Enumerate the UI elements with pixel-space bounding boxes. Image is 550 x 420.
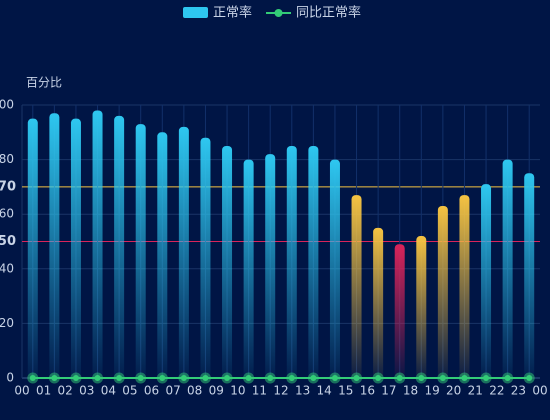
x-tick-label: 02 [58,384,73,398]
x-tick-label: 23 [511,384,526,398]
x-tick-label: 07 [165,384,180,398]
y-tick-label: 0 [6,371,14,385]
bar [92,110,103,379]
line-point-core [94,375,101,381]
y-tick-label: 100 [0,98,14,112]
bar [157,132,168,378]
legend-swatch [183,7,208,18]
bar [373,227,384,378]
bar [351,195,362,378]
line-point-core [439,375,446,381]
bar [502,159,513,378]
x-tick-label: 22 [489,384,504,398]
x-tick-label: 18 [403,384,418,398]
x-tick-label: 01 [36,384,51,398]
bar [481,184,492,378]
line-point-core [504,375,511,381]
bar [416,236,427,378]
x-tick-label: 13 [295,384,310,398]
x-tick-label: 20 [446,384,461,398]
x-tick-label: 00 [14,384,29,398]
bar [114,115,125,379]
line-point-core [159,375,166,381]
x-tick-label: 10 [230,384,245,398]
bar [70,118,81,379]
x-tick-label: 21 [468,384,483,398]
bar [135,124,146,378]
mark-line-label: 50 [0,234,16,249]
y-axis-label: 百分比 [26,76,62,90]
line-point-core [288,375,295,381]
line-point-core [72,375,79,381]
bar [524,173,535,378]
bar [178,126,189,378]
x-tick-label: 14 [317,384,332,398]
x-tick-label: 04 [101,384,116,398]
x-tick-label: 11 [252,384,267,398]
line-point-core [310,375,317,381]
x-tick-label: 00 [532,384,547,398]
x-tick-label: 12 [273,384,288,398]
bar [286,145,297,378]
line-point-core [116,375,123,381]
bar [222,145,233,378]
x-tick-label: 05 [122,384,137,398]
bar [394,244,405,378]
x-tick-label: 06 [144,384,159,398]
bar [200,137,211,378]
line-point-core [267,375,274,381]
legend-label: 同比正常率 [296,5,361,21]
x-tick-label: 19 [424,384,439,398]
mark-line-label: 70 [0,179,16,194]
bar [243,159,254,378]
bar [329,159,340,378]
line-point-core [396,375,403,381]
x-tick-label: 17 [381,384,396,398]
y-tick-label: 40 [0,261,14,275]
line-point-core [353,375,360,381]
legend-label: 正常率 [213,5,252,21]
line-point-core [224,375,231,381]
y-tick-label: 20 [0,316,14,330]
bar [437,206,448,378]
x-tick-label: 08 [187,384,202,398]
line-point-core [202,375,209,381]
line-point-core [245,375,252,381]
line-point-core [331,375,338,381]
line-point-core [137,375,144,381]
bar [27,118,38,379]
bar [265,154,276,378]
line-point-core [483,375,490,381]
bar [459,195,470,378]
x-tick-label: 16 [360,384,375,398]
line-point-core [29,375,36,381]
line-point-core [526,375,533,381]
bar [49,113,60,378]
line-point-core [180,375,187,381]
x-tick-label: 03 [79,384,94,398]
line-point-core [461,375,468,381]
x-tick-label: 15 [338,384,353,398]
line-point-core [375,375,382,381]
line-point-core [418,375,425,381]
line-point-core [51,375,58,381]
y-tick-label: 80 [0,152,14,166]
x-tick-label: 09 [209,384,224,398]
bar [308,145,319,378]
legend-dot [274,9,283,17]
y-tick-label: 60 [0,207,14,221]
